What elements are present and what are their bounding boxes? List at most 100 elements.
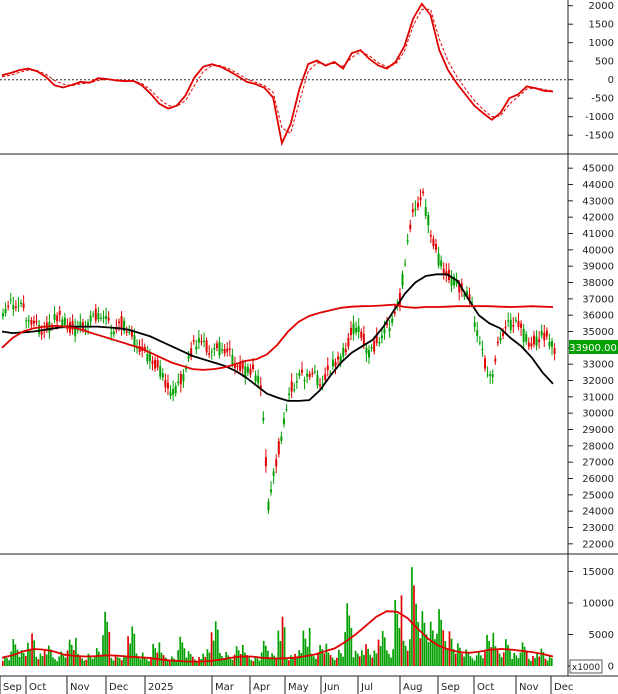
candle-body (331, 359, 334, 367)
volume-bar (536, 653, 538, 666)
volume-bar (498, 653, 501, 666)
candle-body (532, 335, 535, 345)
volume-bar (39, 653, 42, 666)
candle-body (409, 224, 412, 230)
volume-bar (181, 642, 184, 666)
candle-body (2, 313, 4, 317)
candle-body (344, 349, 347, 353)
candle-body (275, 459, 278, 467)
candle-body (543, 333, 546, 341)
candle-body (308, 373, 311, 377)
candle-body (117, 321, 120, 324)
volume-bar (423, 622, 426, 666)
candle-body (272, 471, 275, 476)
candle-body (491, 374, 494, 378)
candle-body (373, 341, 376, 352)
volume-bar (116, 657, 119, 666)
candle-body (432, 238, 435, 247)
candle-body (442, 268, 445, 275)
volume-bar (233, 654, 236, 666)
candle-body (388, 328, 391, 332)
candle-body (303, 379, 306, 382)
candle-body (313, 371, 316, 373)
candle-body (486, 374, 489, 376)
candle-body (53, 314, 56, 321)
candle-body (221, 349, 224, 351)
candle-body (17, 305, 20, 307)
last-price-label: 33900.00 (569, 340, 618, 354)
volume-bar (446, 648, 449, 666)
volume-bar (210, 632, 213, 666)
volume-bar (335, 657, 338, 666)
candle-body (254, 375, 257, 382)
candle-body (458, 283, 461, 293)
volume-bar (100, 655, 102, 666)
volume-bar (494, 646, 497, 666)
volume-bar (248, 657, 250, 666)
volume-bar (461, 653, 463, 666)
volume-bar (396, 613, 399, 666)
y-tick-label: 15000 (582, 567, 614, 578)
candle-body (507, 320, 510, 322)
candle-body (465, 290, 468, 296)
candle-body (386, 323, 389, 325)
volume-bar (473, 660, 476, 666)
volume-bar (367, 648, 369, 666)
candle-body (213, 348, 216, 350)
candle-body (473, 322, 476, 327)
volume-bar (521, 642, 524, 666)
candle-body (499, 337, 502, 341)
candle-body (205, 340, 208, 353)
volume-bar (379, 646, 382, 666)
volume-bar (85, 659, 88, 666)
candle-body (35, 320, 38, 323)
volume-bar (123, 655, 125, 666)
volume-bar (77, 653, 79, 666)
volume-bar (231, 659, 234, 666)
candle-body (342, 347, 345, 357)
x-tick-label: Jul (360, 682, 373, 693)
volume-bar (125, 657, 127, 666)
volume-bar (146, 659, 148, 666)
volume-bar (75, 637, 77, 666)
candle-body (246, 366, 249, 373)
volume-bar (264, 645, 267, 666)
volume-bar (68, 639, 71, 666)
candle-body (396, 302, 399, 304)
volume-bar (41, 655, 44, 666)
y-tick-label: 22000 (582, 539, 614, 550)
candle-body (123, 320, 126, 332)
volume-bar (398, 627, 401, 666)
candle-body (94, 308, 97, 321)
candle-body (120, 315, 123, 330)
volume-bar (239, 654, 242, 666)
candle-body (218, 341, 221, 356)
candle-body (277, 441, 280, 455)
candle-body (517, 320, 520, 327)
candle-body (378, 342, 381, 344)
volume-bar (18, 656, 21, 666)
candle-body (244, 366, 247, 379)
y-tick-label: 38000 (582, 278, 614, 289)
volume-bar (381, 630, 384, 666)
y-tick-label: -1500 (585, 131, 614, 142)
candle-body (334, 361, 337, 367)
volume-bar (256, 658, 259, 666)
volume-bar (164, 657, 167, 666)
volume-bar (206, 649, 209, 666)
candle-body (352, 323, 355, 334)
volume-bar (114, 654, 117, 666)
candle-body (419, 197, 422, 201)
volume-bar (281, 616, 284, 666)
volume-bar (484, 651, 486, 666)
candle-body (300, 369, 303, 373)
volume-bar (507, 644, 509, 666)
candle-body (156, 360, 159, 368)
volume-bar (411, 567, 413, 666)
volume-bar (112, 660, 115, 666)
volume-bar (296, 656, 298, 666)
candle-body (133, 335, 136, 348)
volume-bar (89, 656, 92, 666)
volume-bar (373, 650, 376, 666)
candle-body (102, 316, 105, 319)
